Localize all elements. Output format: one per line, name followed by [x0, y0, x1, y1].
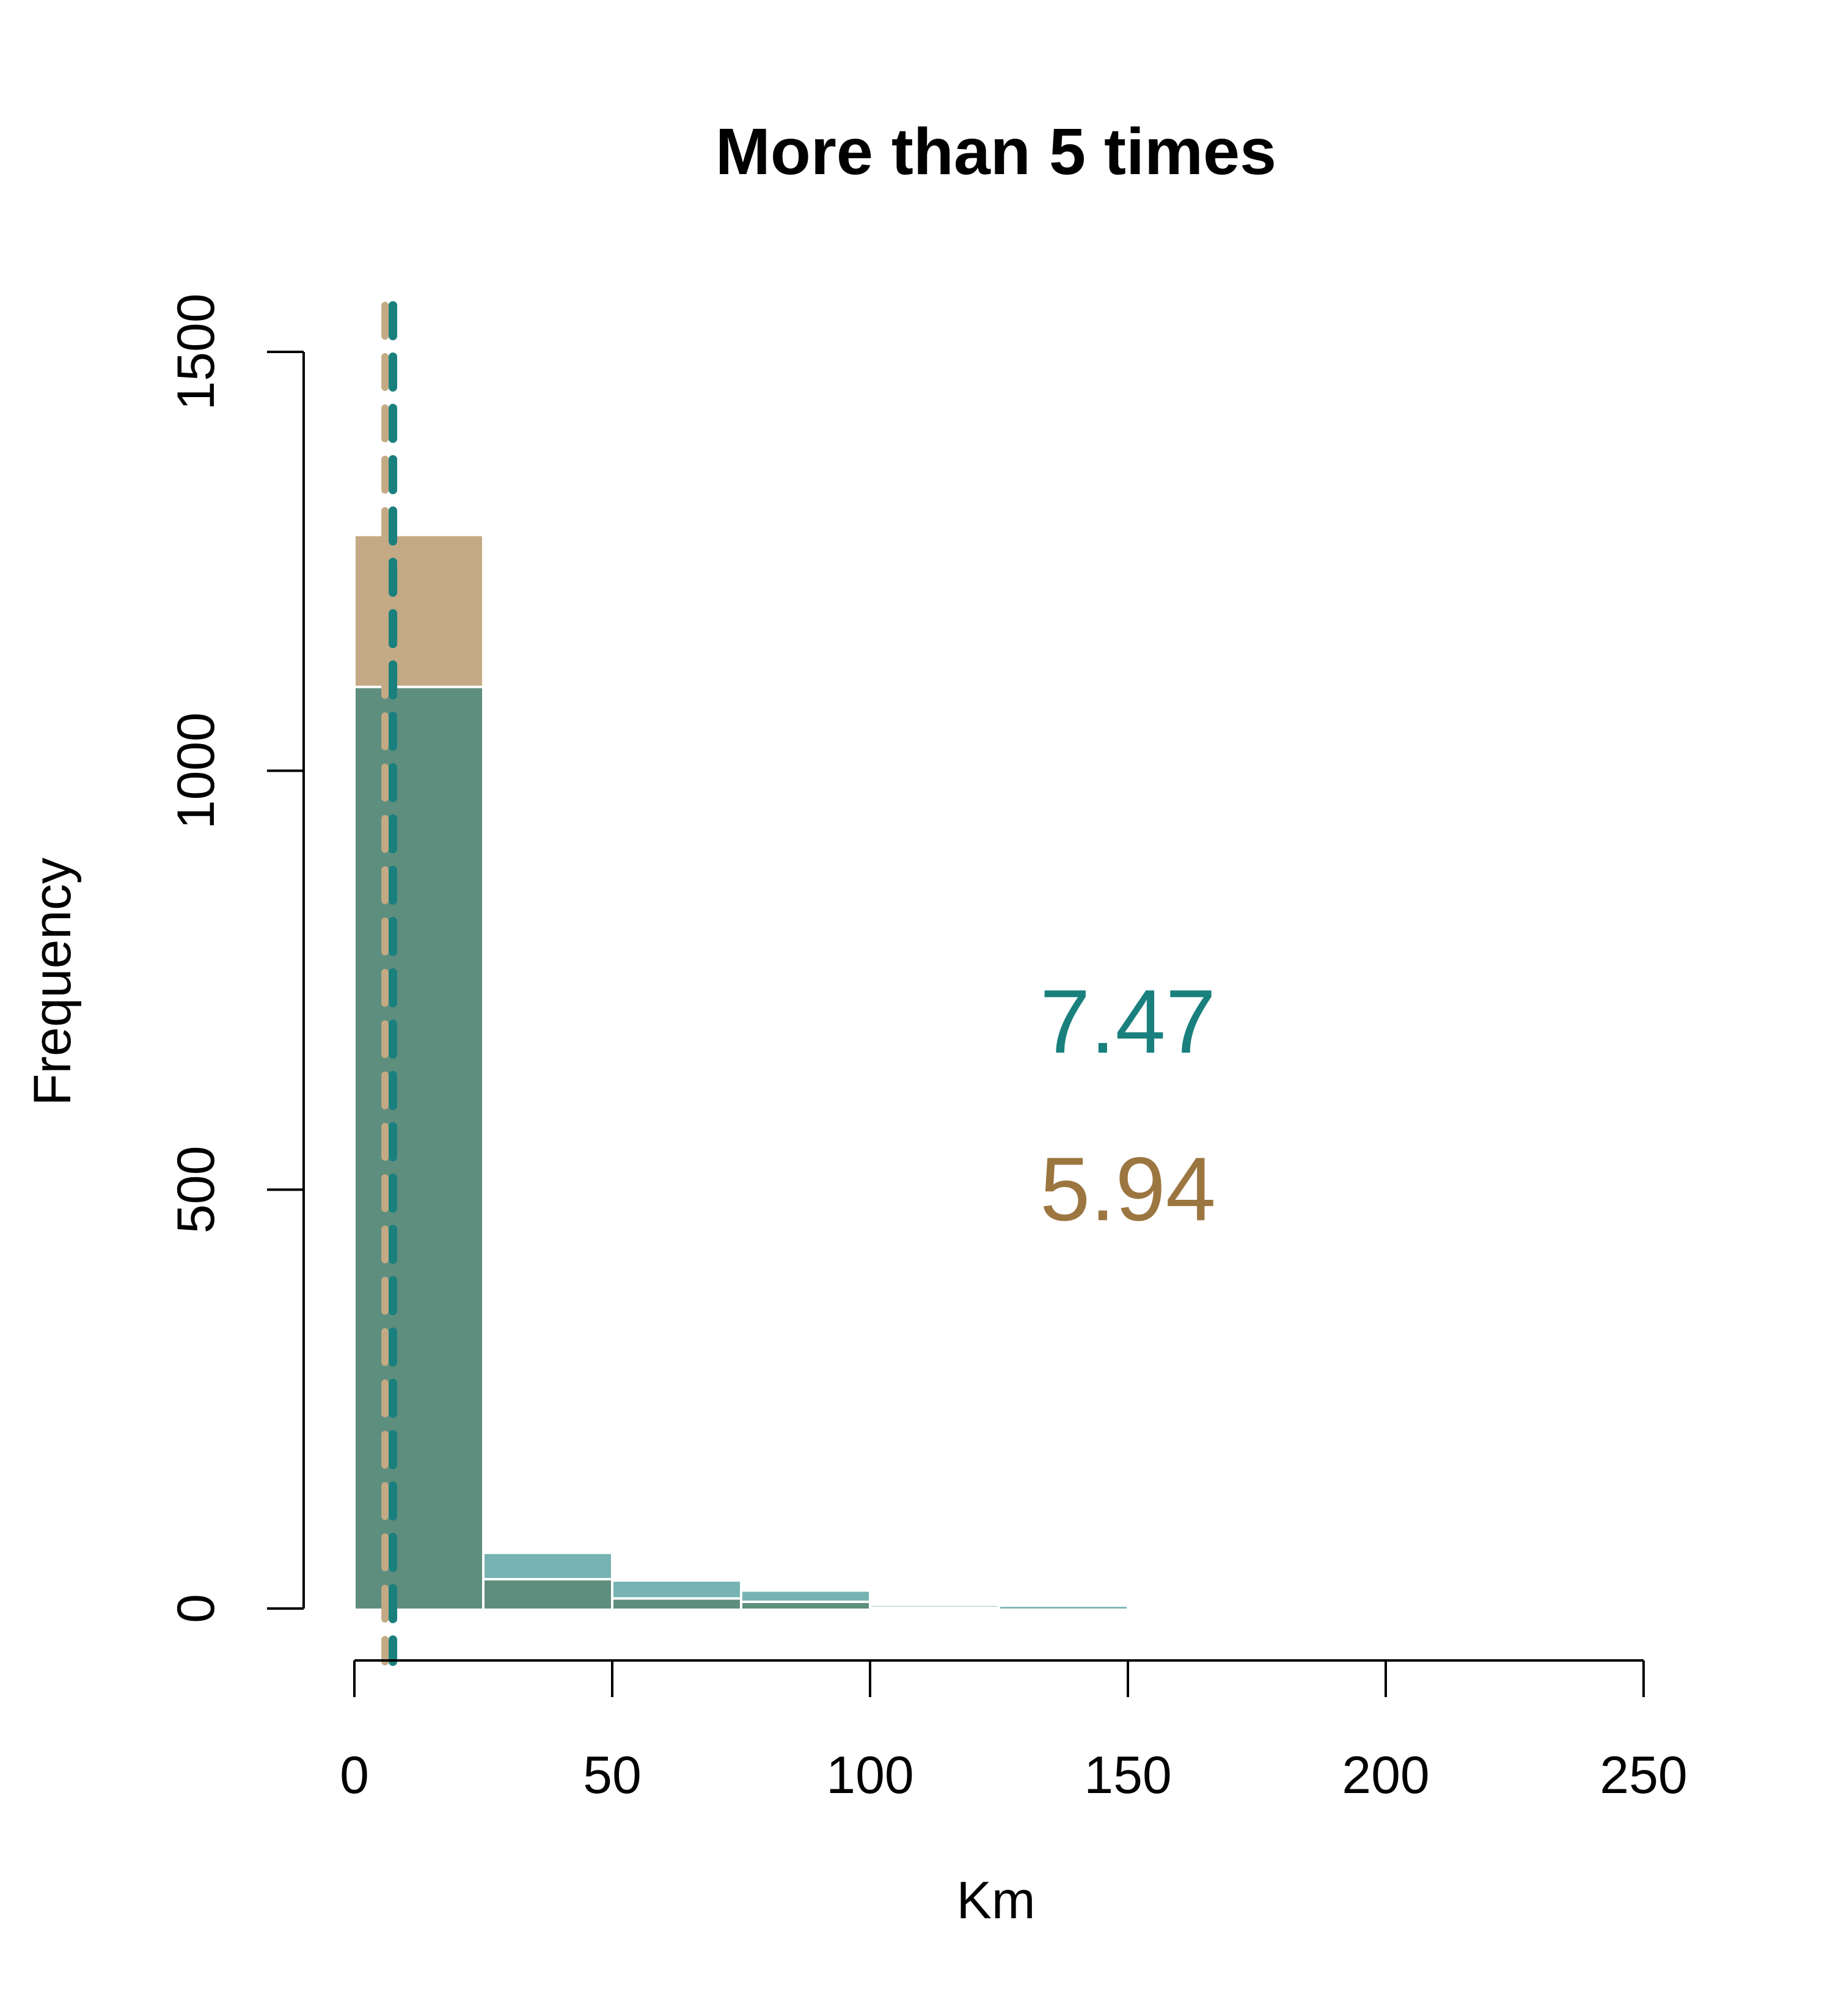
x-axis-label: Km: [957, 1871, 1036, 1930]
histogram-bar-overlap: [356, 687, 482, 1609]
y-tick-label: 1500: [167, 293, 225, 410]
x-tick-label: 100: [826, 1746, 914, 1805]
y-tick-label: 500: [167, 1146, 225, 1234]
histogram-bar: [742, 1591, 869, 1602]
y-tick-label: 0: [167, 1594, 225, 1623]
y-tick-label: 1000: [167, 712, 225, 829]
x-tick-label: 150: [1084, 1746, 1172, 1805]
bars-group: [356, 536, 1127, 1609]
histogram-bar: [613, 1582, 740, 1599]
histogram-bar: [1000, 1607, 1127, 1609]
histogram-bar: [485, 1554, 611, 1580]
histogram-bar-overlap: [742, 1602, 869, 1609]
annotations-group: 7.47 5.94: [1040, 971, 1216, 1240]
histogram-bar-overlap: [613, 1598, 740, 1609]
histogram-bar-overlap: [485, 1579, 611, 1609]
mean-lines-group: [381, 301, 398, 1666]
y-axis-label: Frequency: [23, 858, 82, 1106]
mean-value-label: 7.47: [1040, 971, 1216, 1072]
x-tick-label: 200: [1342, 1746, 1430, 1805]
chart-title: More than 5 times: [715, 114, 1276, 188]
mean-value-label: 5.94: [1040, 1139, 1216, 1240]
x-tick-label: 50: [583, 1746, 642, 1805]
y-axis: 0 500 1000 1500: [167, 293, 305, 1623]
x-tick-label: 250: [1600, 1746, 1688, 1805]
histogram-bar: [356, 536, 482, 687]
x-axis: 0 50 100 150 200 250: [340, 1659, 1688, 1805]
x-tick-label: 0: [340, 1746, 369, 1805]
